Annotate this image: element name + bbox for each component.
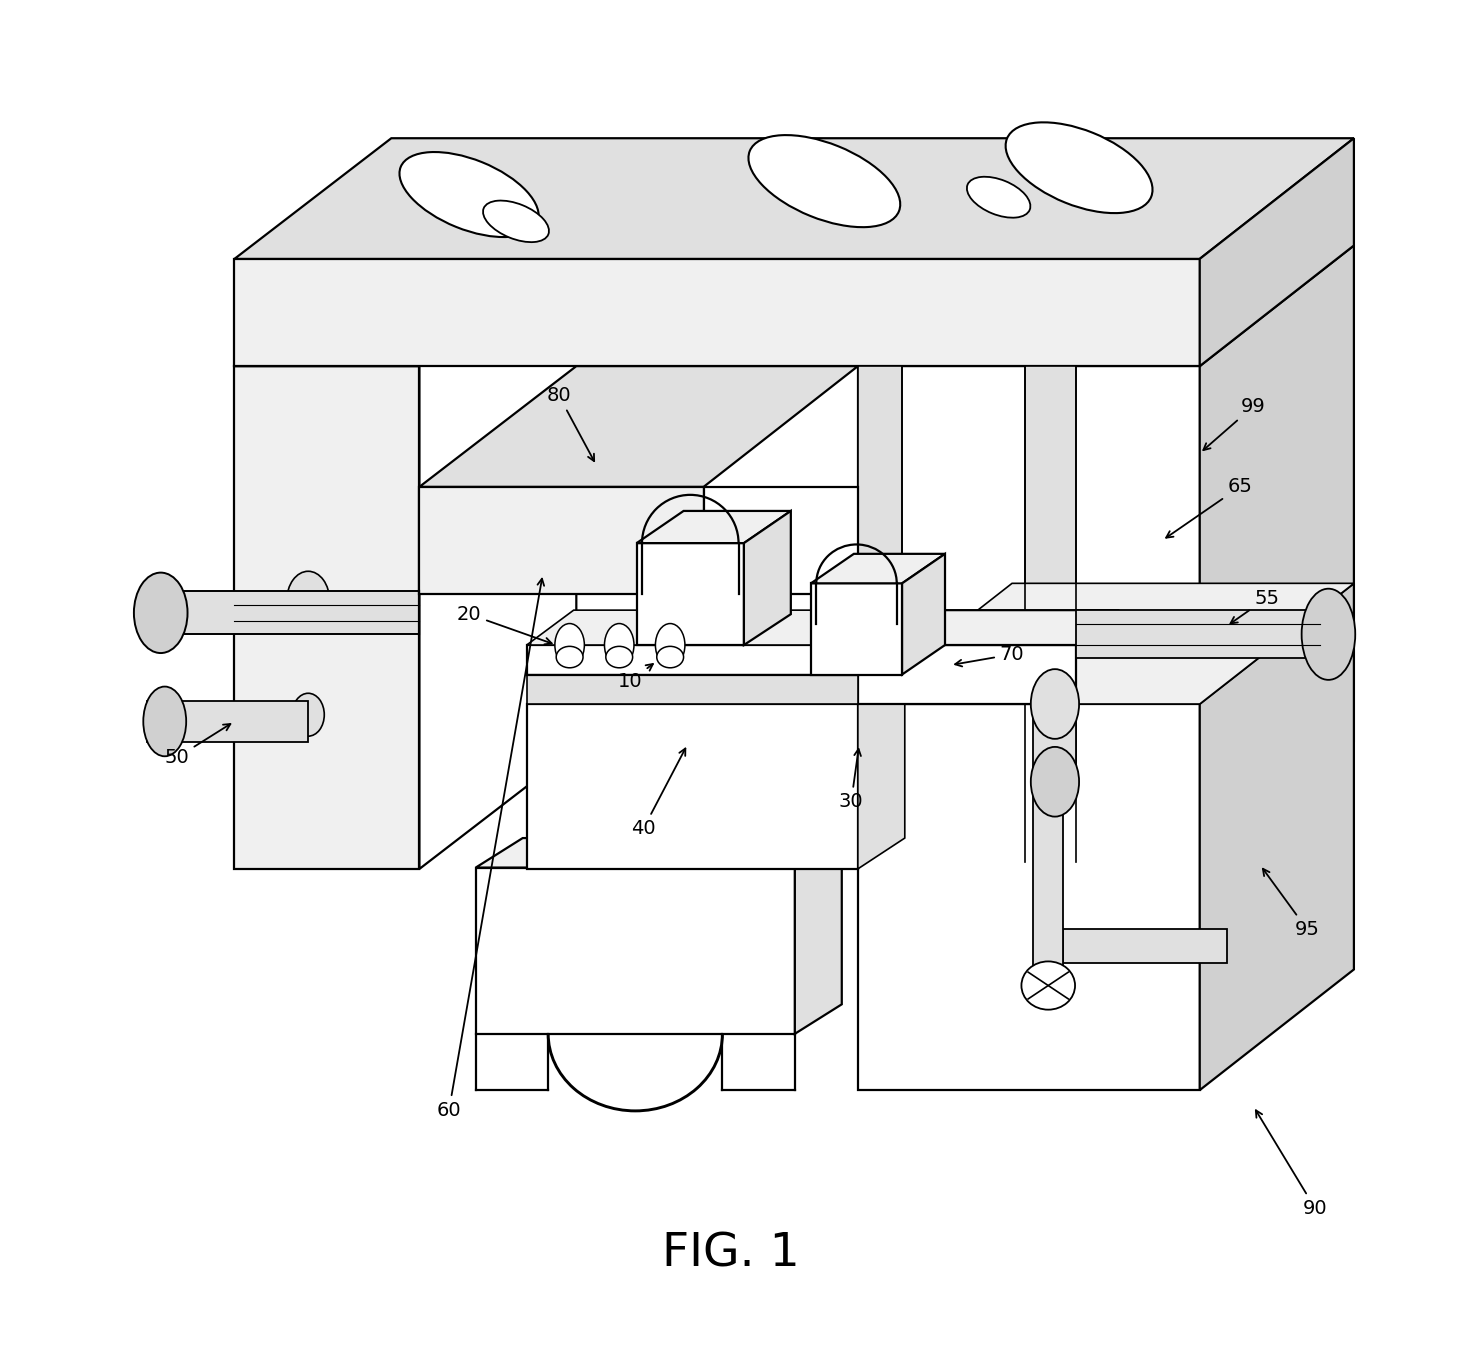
Ellipse shape	[286, 571, 330, 630]
Text: 55: 55	[1230, 588, 1280, 623]
Ellipse shape	[1021, 962, 1075, 1009]
Ellipse shape	[143, 687, 186, 757]
Polygon shape	[234, 366, 419, 869]
Text: 10: 10	[618, 664, 653, 691]
Polygon shape	[811, 554, 945, 583]
Polygon shape	[858, 669, 904, 869]
Polygon shape	[704, 487, 858, 594]
Polygon shape	[527, 704, 858, 869]
Ellipse shape	[557, 646, 583, 668]
Text: 90: 90	[1256, 1110, 1328, 1218]
Polygon shape	[148, 701, 308, 742]
Polygon shape	[1199, 138, 1354, 366]
Polygon shape	[148, 591, 419, 634]
Polygon shape	[795, 838, 842, 1033]
Polygon shape	[637, 544, 744, 645]
Polygon shape	[858, 704, 1199, 1090]
Polygon shape	[476, 838, 842, 867]
Text: 65: 65	[1166, 478, 1252, 538]
Text: FIG. 1: FIG. 1	[662, 1232, 799, 1276]
Text: 99: 99	[1204, 397, 1265, 451]
Ellipse shape	[605, 623, 634, 666]
Text: 50: 50	[165, 724, 231, 768]
Polygon shape	[234, 259, 1199, 366]
Polygon shape	[811, 583, 901, 674]
Ellipse shape	[399, 152, 539, 237]
Ellipse shape	[134, 572, 187, 653]
Polygon shape	[858, 583, 1354, 704]
Polygon shape	[1199, 583, 1354, 1090]
Text: 95: 95	[1262, 869, 1319, 939]
Ellipse shape	[292, 693, 324, 737]
Polygon shape	[858, 366, 1199, 862]
Polygon shape	[1077, 610, 1341, 658]
Ellipse shape	[1031, 747, 1080, 816]
Polygon shape	[234, 138, 1354, 259]
Polygon shape	[234, 246, 576, 366]
Ellipse shape	[656, 623, 685, 666]
Text: 30: 30	[839, 749, 863, 811]
Ellipse shape	[484, 201, 549, 241]
Text: 40: 40	[631, 749, 685, 838]
Ellipse shape	[967, 177, 1030, 217]
Polygon shape	[1199, 246, 1354, 862]
Polygon shape	[419, 246, 576, 869]
Text: 70: 70	[955, 645, 1024, 666]
Polygon shape	[1033, 704, 1077, 782]
Polygon shape	[858, 610, 1119, 645]
Polygon shape	[1064, 929, 1227, 963]
Polygon shape	[744, 511, 790, 645]
Ellipse shape	[555, 623, 584, 666]
Polygon shape	[1033, 782, 1064, 983]
Polygon shape	[858, 366, 901, 674]
Text: 60: 60	[437, 579, 543, 1120]
Ellipse shape	[657, 646, 684, 668]
Text: 20: 20	[457, 604, 552, 645]
Ellipse shape	[1005, 123, 1153, 213]
Ellipse shape	[1031, 669, 1080, 739]
Polygon shape	[527, 674, 858, 704]
Polygon shape	[637, 511, 790, 544]
Ellipse shape	[606, 646, 633, 668]
Text: 80: 80	[546, 386, 595, 461]
Polygon shape	[527, 645, 858, 674]
Polygon shape	[419, 366, 858, 487]
Polygon shape	[858, 645, 1077, 704]
Polygon shape	[527, 610, 904, 645]
Polygon shape	[901, 554, 945, 674]
Polygon shape	[527, 669, 904, 704]
Polygon shape	[476, 867, 795, 1033]
Ellipse shape	[748, 135, 900, 227]
Polygon shape	[1026, 366, 1077, 862]
Ellipse shape	[1302, 588, 1356, 680]
Polygon shape	[419, 487, 704, 594]
